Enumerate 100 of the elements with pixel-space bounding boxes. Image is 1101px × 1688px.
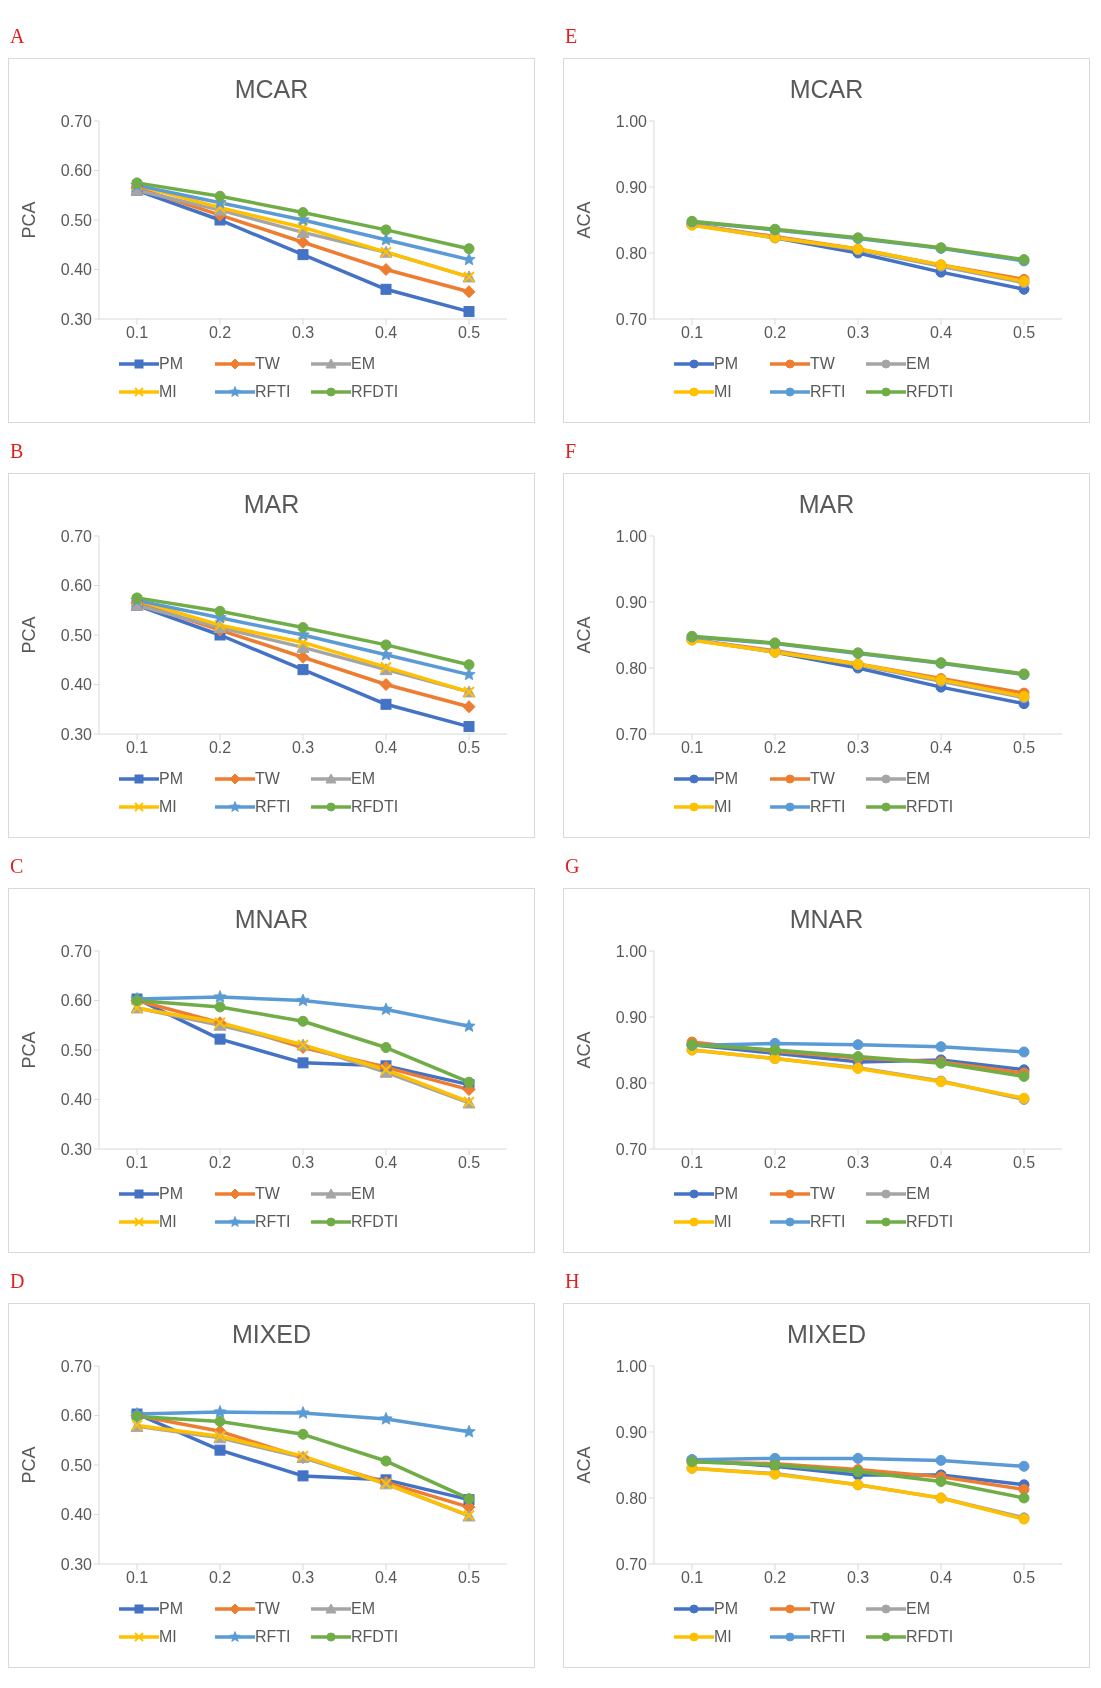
- x-tick-label: 0.2: [763, 1569, 787, 1587]
- y-tick-label: 0.50: [60, 211, 93, 229]
- y-tick-label: 0.60: [60, 992, 93, 1010]
- y-tick-label: 0.30: [60, 725, 93, 743]
- legend-label: MI: [714, 798, 732, 816]
- text: B: [10, 439, 24, 464]
- x-tick-label: 0.1: [680, 324, 704, 342]
- legend-label: PM: [714, 770, 738, 788]
- legend-label: EM: [906, 1185, 930, 1203]
- x-tick-label: 0.3: [291, 324, 315, 342]
- x-tick-label: 0.2: [208, 739, 232, 757]
- y-tick-label: 0.70: [615, 725, 648, 743]
- y-tick-label: 0.30: [60, 310, 93, 328]
- y-axis-title: ACA: [574, 1446, 595, 1484]
- y-tick-label: 1.00: [615, 1357, 648, 1375]
- legend-label: RFDTI: [351, 798, 399, 816]
- chart-title: MNAR: [233, 905, 310, 935]
- x-tick-label: 0.5: [457, 739, 481, 757]
- legend-label: RFDTI: [906, 383, 954, 401]
- chart-title: MAR: [242, 490, 301, 520]
- y-tick-label: 0.60: [60, 162, 93, 180]
- y-tick-label: 0.70: [60, 527, 93, 545]
- y-tick-label: 0.60: [60, 577, 93, 595]
- y-tick-label: 0.90: [615, 1423, 648, 1441]
- x-tick-label: 0.4: [929, 324, 953, 342]
- text: A: [10, 24, 25, 49]
- y-tick-label: 0.40: [60, 1506, 93, 1524]
- y-tick-label: 0.50: [60, 1041, 93, 1059]
- legend-label: PM: [714, 355, 738, 373]
- y-tick-label: 0.70: [615, 1140, 648, 1158]
- y-tick-label: 0.70: [60, 942, 93, 960]
- y-axis-title: ACA: [574, 616, 595, 654]
- x-tick-label: 0.4: [929, 1569, 953, 1587]
- x-tick-label: 0.3: [846, 1569, 870, 1587]
- y-tick-label: 0.40: [60, 1091, 93, 1109]
- legend-label: TW: [255, 1600, 280, 1618]
- y-tick-label: 0.30: [60, 1140, 93, 1158]
- y-tick-label: 0.30: [60, 1555, 93, 1573]
- y-axis-title: PCA: [19, 1446, 40, 1484]
- legend-label: RFTI: [810, 798, 846, 816]
- x-tick-label: 0.4: [929, 739, 953, 757]
- y-tick-label: 0.50: [60, 1456, 93, 1474]
- legend-label: EM: [351, 1600, 375, 1618]
- x-tick-label: 0.4: [929, 1154, 953, 1172]
- legend-label: RFDTI: [906, 798, 954, 816]
- y-tick-label: 0.90: [615, 593, 648, 611]
- text: F: [565, 439, 577, 464]
- text: E: [565, 24, 578, 49]
- x-tick-label: 0.2: [208, 1154, 232, 1172]
- legend-label: MI: [714, 1628, 732, 1646]
- text: H: [565, 1269, 580, 1294]
- chart-title: MNAR: [788, 905, 865, 935]
- legend-label: TW: [255, 355, 280, 373]
- legend-label: EM: [351, 1185, 375, 1203]
- x-tick-label: 0.5: [457, 324, 481, 342]
- y-axis-title: ACA: [574, 1031, 595, 1069]
- legend-label: EM: [906, 1600, 930, 1618]
- y-tick-label: 0.90: [615, 1008, 648, 1026]
- text: G: [565, 854, 580, 879]
- chart-title: MAR: [797, 490, 856, 520]
- legend-label: RFTI: [255, 798, 291, 816]
- x-tick-label: 0.4: [374, 739, 398, 757]
- x-tick-label: 0.1: [680, 739, 704, 757]
- legend-label: TW: [255, 770, 280, 788]
- legend-label: PM: [159, 1600, 183, 1618]
- chart-title: MIXED: [785, 1320, 868, 1350]
- legend-label: MI: [159, 1628, 177, 1646]
- text: D: [10, 1269, 25, 1294]
- y-axis-title: PCA: [19, 616, 40, 654]
- legend-label: EM: [351, 355, 375, 373]
- y-tick-label: 0.60: [60, 1407, 93, 1425]
- x-tick-label: 0.4: [374, 324, 398, 342]
- y-axis-title: PCA: [19, 201, 40, 239]
- legend-label: MI: [714, 383, 732, 401]
- legend-label: PM: [714, 1185, 738, 1203]
- y-tick-label: 0.50: [60, 626, 93, 644]
- legend-label: TW: [255, 1185, 280, 1203]
- y-axis-title: ACA: [574, 201, 595, 239]
- legend-label: RFDTI: [906, 1213, 954, 1231]
- chart-title: MIXED: [230, 1320, 313, 1350]
- legend-label: PM: [159, 355, 183, 373]
- legend-label: MI: [159, 798, 177, 816]
- x-tick-label: 0.5: [457, 1569, 481, 1587]
- y-tick-label: 0.80: [615, 659, 648, 677]
- y-tick-label: 0.70: [60, 1357, 93, 1375]
- x-tick-label: 0.5: [457, 1154, 481, 1172]
- text: C: [10, 854, 24, 879]
- x-tick-label: 0.5: [1012, 1154, 1036, 1172]
- x-tick-label: 0.5: [1012, 739, 1036, 757]
- legend-label: RFTI: [255, 1213, 291, 1231]
- y-tick-label: 0.70: [615, 310, 648, 328]
- x-tick-label: 0.4: [374, 1569, 398, 1587]
- y-tick-label: 0.80: [615, 1489, 648, 1507]
- x-tick-label: 0.5: [1012, 1569, 1036, 1587]
- x-tick-label: 0.2: [763, 324, 787, 342]
- legend-label: RFDTI: [906, 1628, 954, 1646]
- y-tick-label: 0.90: [615, 178, 648, 196]
- legend-label: EM: [906, 770, 930, 788]
- x-tick-label: 0.2: [763, 739, 787, 757]
- x-tick-label: 0.3: [846, 739, 870, 757]
